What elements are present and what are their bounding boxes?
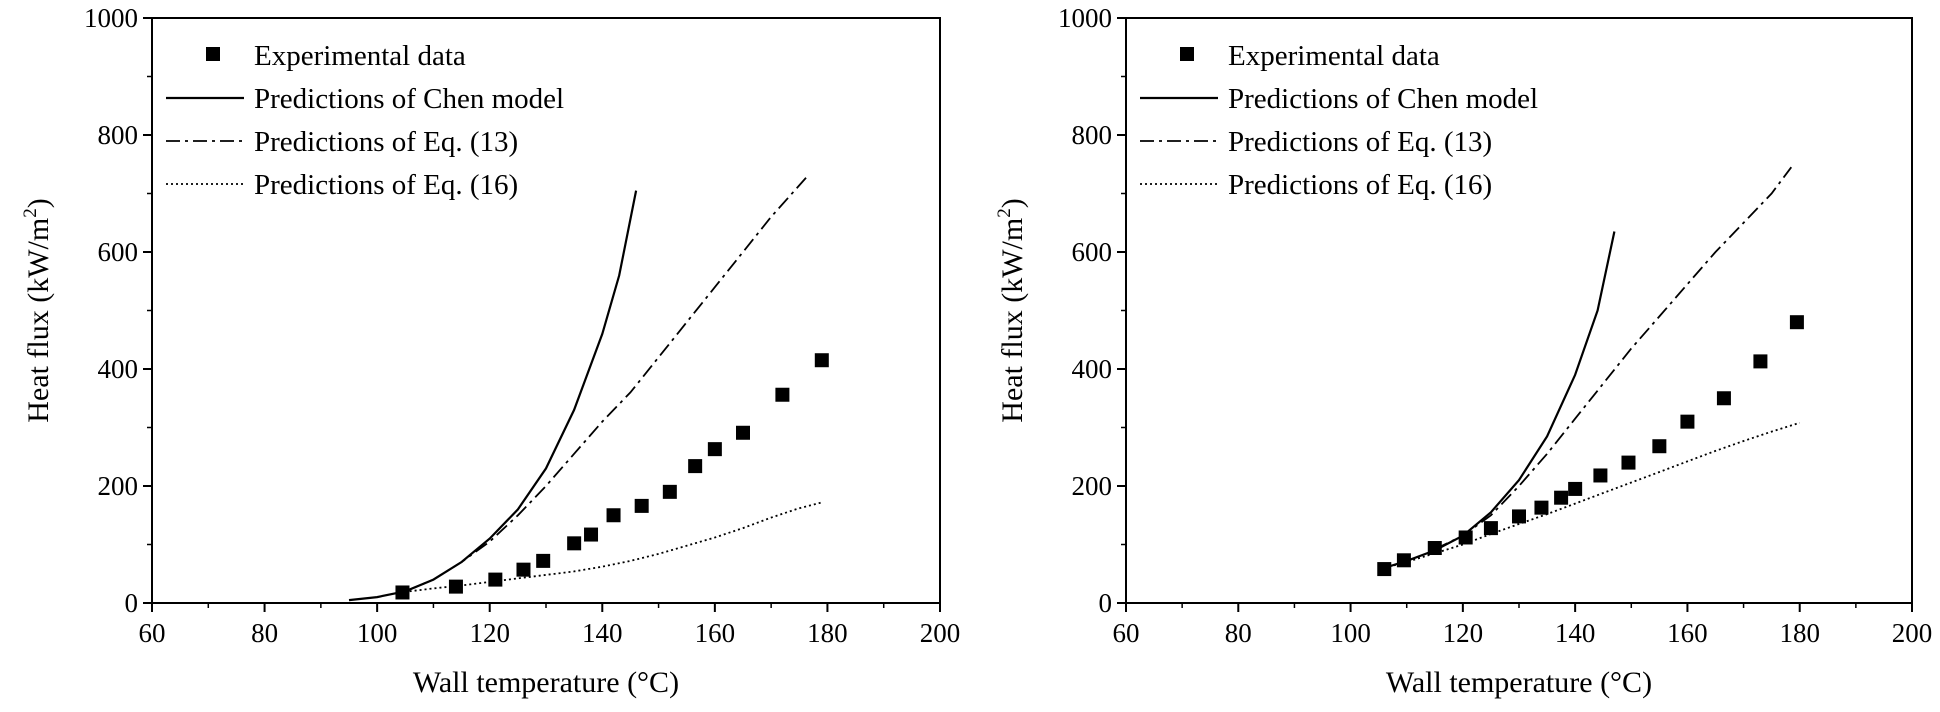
- data-point: [634, 498, 649, 513]
- data-point: [1554, 490, 1569, 505]
- series-predictions-of-eq-16: [399, 501, 823, 594]
- data-point: [736, 425, 750, 440]
- series-experimental-data: [1377, 315, 1804, 577]
- y-axis-title: Heat flux (kW/m2): [994, 198, 1029, 422]
- data-point: [536, 553, 551, 568]
- x-axis-title: Wall temperature (°C): [413, 666, 679, 699]
- y-tick-label: 600: [1072, 237, 1113, 267]
- x-tick-label: 120: [1443, 618, 1484, 648]
- x-tick-label: 180: [807, 618, 848, 648]
- data-point: [814, 353, 829, 368]
- data-point: [567, 536, 582, 551]
- x-tick-label: 200: [920, 618, 961, 648]
- data-point: [1458, 530, 1473, 545]
- x-tick-label: 180: [1779, 618, 1820, 648]
- right-chart-panel: 60 80 100 120 140 160 180 200 0 200 400 600 800 1000 W…: [994, 3, 1932, 699]
- y-tick-label: 800: [98, 120, 139, 150]
- y-tick-label: 0: [125, 588, 139, 618]
- series-experimental-data: [395, 353, 829, 600]
- y-axis-title-superscript: 2: [20, 208, 41, 218]
- data-point: [606, 508, 621, 523]
- y-axis-title-main: Heat flux (kW/m: [22, 218, 55, 423]
- x-tick-label: 200: [1892, 618, 1933, 648]
- y-axis-title: Heat flux (kW/m2): [20, 198, 55, 422]
- x-tick-label: 160: [695, 618, 736, 648]
- legend-label: Experimental data: [1228, 40, 1440, 72]
- x-tick-label: 60: [1113, 618, 1140, 648]
- series-line: [1383, 231, 1616, 569]
- y-tick-label: 200: [98, 471, 139, 501]
- data-point: [1483, 521, 1498, 536]
- series-predictions-of-eq-13: [1434, 166, 1793, 551]
- series-line: [1384, 421, 1800, 569]
- y-axis-title-close: ): [996, 198, 1029, 208]
- y-tick-label: 0: [1099, 588, 1113, 618]
- data-point: [1753, 354, 1768, 369]
- y-tick-label: 1000: [1058, 3, 1112, 33]
- data-point: [688, 459, 703, 474]
- legend-label: Predictions of Eq. (16): [1228, 169, 1492, 201]
- data-point: [707, 442, 722, 457]
- data-point: [1789, 315, 1804, 330]
- data-point: [1621, 455, 1636, 470]
- series-predictions-of-eq-13: [404, 175, 809, 593]
- data-point: [1652, 439, 1667, 454]
- y-tick-label: 200: [1072, 471, 1113, 501]
- y-tick-label: 400: [1072, 354, 1113, 384]
- x-axis-title: Wall temperature (°C): [1386, 666, 1652, 699]
- y-axis-title-superscript: 2: [994, 208, 1015, 218]
- legend-label: Predictions of Eq. (16): [254, 169, 518, 201]
- data-point: [662, 484, 677, 499]
- data-point: [775, 387, 790, 402]
- x-tick-label: 80: [251, 618, 278, 648]
- data-point: [1593, 468, 1608, 483]
- legend-label: Predictions of Chen model: [254, 83, 564, 115]
- legend: Experimental data Predictions of Chen mod…: [166, 40, 564, 201]
- y-tick-label: 600: [98, 237, 139, 267]
- series-line: [1434, 166, 1793, 551]
- y-tick-label: 800: [1072, 120, 1113, 150]
- y-tick-label: 400: [98, 354, 139, 384]
- x-tick-label: 60: [139, 618, 166, 648]
- data-point: [584, 527, 599, 542]
- legend-marker: [1180, 47, 1194, 61]
- data-point: [1680, 414, 1695, 429]
- legend-label: Predictions of Eq. (13): [254, 126, 518, 158]
- x-tick-label: 100: [1330, 618, 1371, 648]
- legend: Experimental data Predictions of Chen mod…: [1140, 40, 1538, 201]
- y-axis-title-close: ): [22, 198, 55, 208]
- legend-label: Predictions of Eq. (13): [1228, 126, 1492, 158]
- y-axis-title-main: Heat flux (kW/m: [996, 218, 1029, 423]
- legend-marker: [206, 47, 220, 61]
- series-line: [404, 175, 809, 593]
- legend-label: Experimental data: [254, 40, 466, 72]
- series-line: [399, 501, 823, 594]
- data-point: [1568, 481, 1583, 496]
- x-tick-label: 100: [357, 618, 398, 648]
- x-tick-label: 140: [1555, 618, 1596, 648]
- data-point: [1377, 562, 1392, 577]
- x-tick-label: 120: [469, 618, 510, 648]
- data-point: [1512, 509, 1526, 524]
- data-point: [1534, 500, 1549, 515]
- y-tick-label: 1000: [84, 3, 138, 33]
- x-tick-label: 80: [1225, 618, 1252, 648]
- x-tick-label: 160: [1667, 618, 1708, 648]
- series-predictions-of-eq-16: [1384, 421, 1800, 569]
- data-point: [488, 572, 503, 587]
- left-chart-panel: 60 80 100 120 140 160 180 200 0 200 400 600 800 1000 W…: [20, 3, 960, 699]
- x-tick-label: 140: [582, 618, 623, 648]
- data-point: [516, 562, 531, 577]
- data-point: [1716, 391, 1731, 406]
- series-predictions-of-chen-model: [1383, 231, 1616, 569]
- legend-label: Predictions of Chen model: [1228, 83, 1538, 115]
